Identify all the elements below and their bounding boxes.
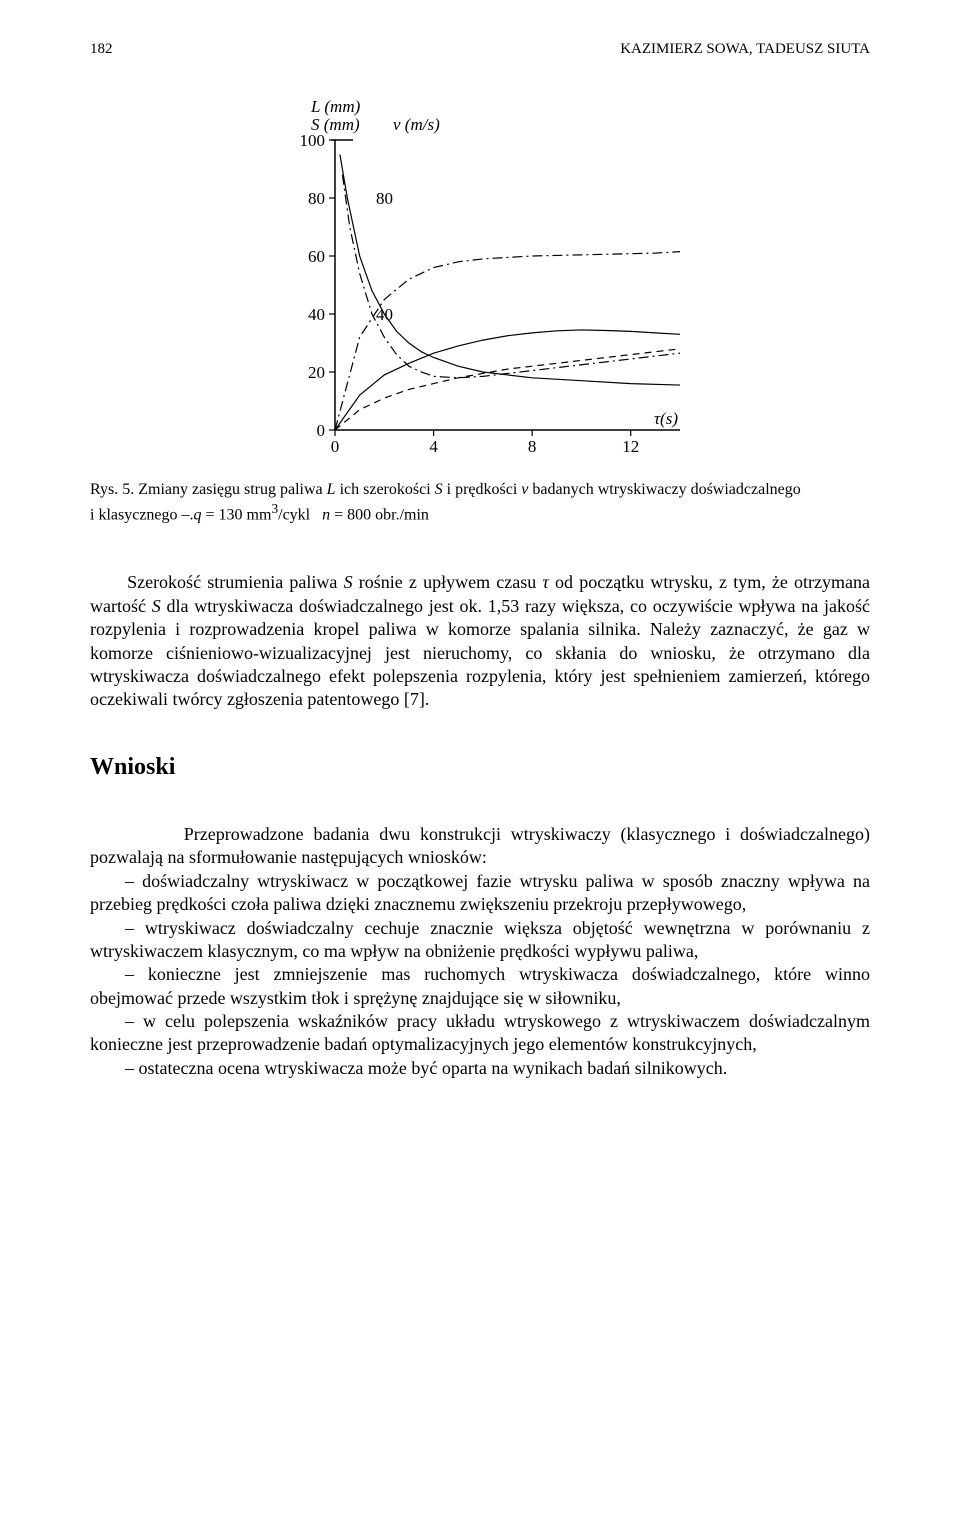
svg-text:0: 0 [331, 437, 340, 456]
svg-text:0: 0 [317, 421, 326, 440]
figure-caption: Rys. 5. Zmiany zasięgu strug paliwa L ic… [90, 480, 870, 527]
page-number: 182 [90, 40, 113, 60]
svg-text:L (mm): L (mm) [310, 97, 361, 116]
svg-text:τ(s): τ(s) [654, 409, 678, 428]
conclusion-item: – w celu polepszenia wskaźników pracy uk… [90, 1010, 870, 1057]
svg-text:80: 80 [308, 189, 325, 208]
conclusion-item: – ostateczna ocena wtryskiwacza może być… [90, 1057, 870, 1080]
svg-text:80: 80 [376, 189, 393, 208]
svg-text:v (m/s): v (m/s) [393, 115, 440, 134]
conclusion-item: – konieczne jest zmniejszenie mas ruchom… [90, 963, 870, 1010]
running-title: KAZIMIERZ SOWA, TADEUSZ SIUTA [620, 40, 870, 60]
running-header: 182 KAZIMIERZ SOWA, TADEUSZ SIUTA [90, 40, 870, 60]
svg-text:4: 4 [429, 437, 438, 456]
conclusion-item: – wtryskiwacz doświadczalny cechuje znac… [90, 917, 870, 964]
conclusions-intro: Przeprowadzone badania dwu konstrukcji w… [90, 823, 870, 870]
figure-5: 020406080100408004812L (mm)S (mm)v (m/s)… [90, 90, 870, 470]
conclusion-item: – doświadczalny wtryskiwacz w początkowe… [90, 870, 870, 917]
caption-prefix: Rys. 5. [90, 481, 134, 498]
chart-svg: 020406080100408004812L (mm)S (mm)v (m/s)… [260, 90, 700, 470]
conclusions-block: Przeprowadzone badania dwu konstrukcji w… [90, 823, 870, 1080]
svg-text:8: 8 [528, 437, 537, 456]
section-heading-wnioski: Wnioski [90, 752, 870, 783]
svg-text:40: 40 [308, 305, 325, 324]
body-paragraph: Szerokość strumienia paliwa S rośnie z u… [90, 571, 870, 711]
svg-text:60: 60 [308, 247, 325, 266]
svg-text:20: 20 [308, 363, 325, 382]
svg-text:S (mm): S (mm) [311, 115, 360, 134]
svg-text:12: 12 [622, 437, 639, 456]
